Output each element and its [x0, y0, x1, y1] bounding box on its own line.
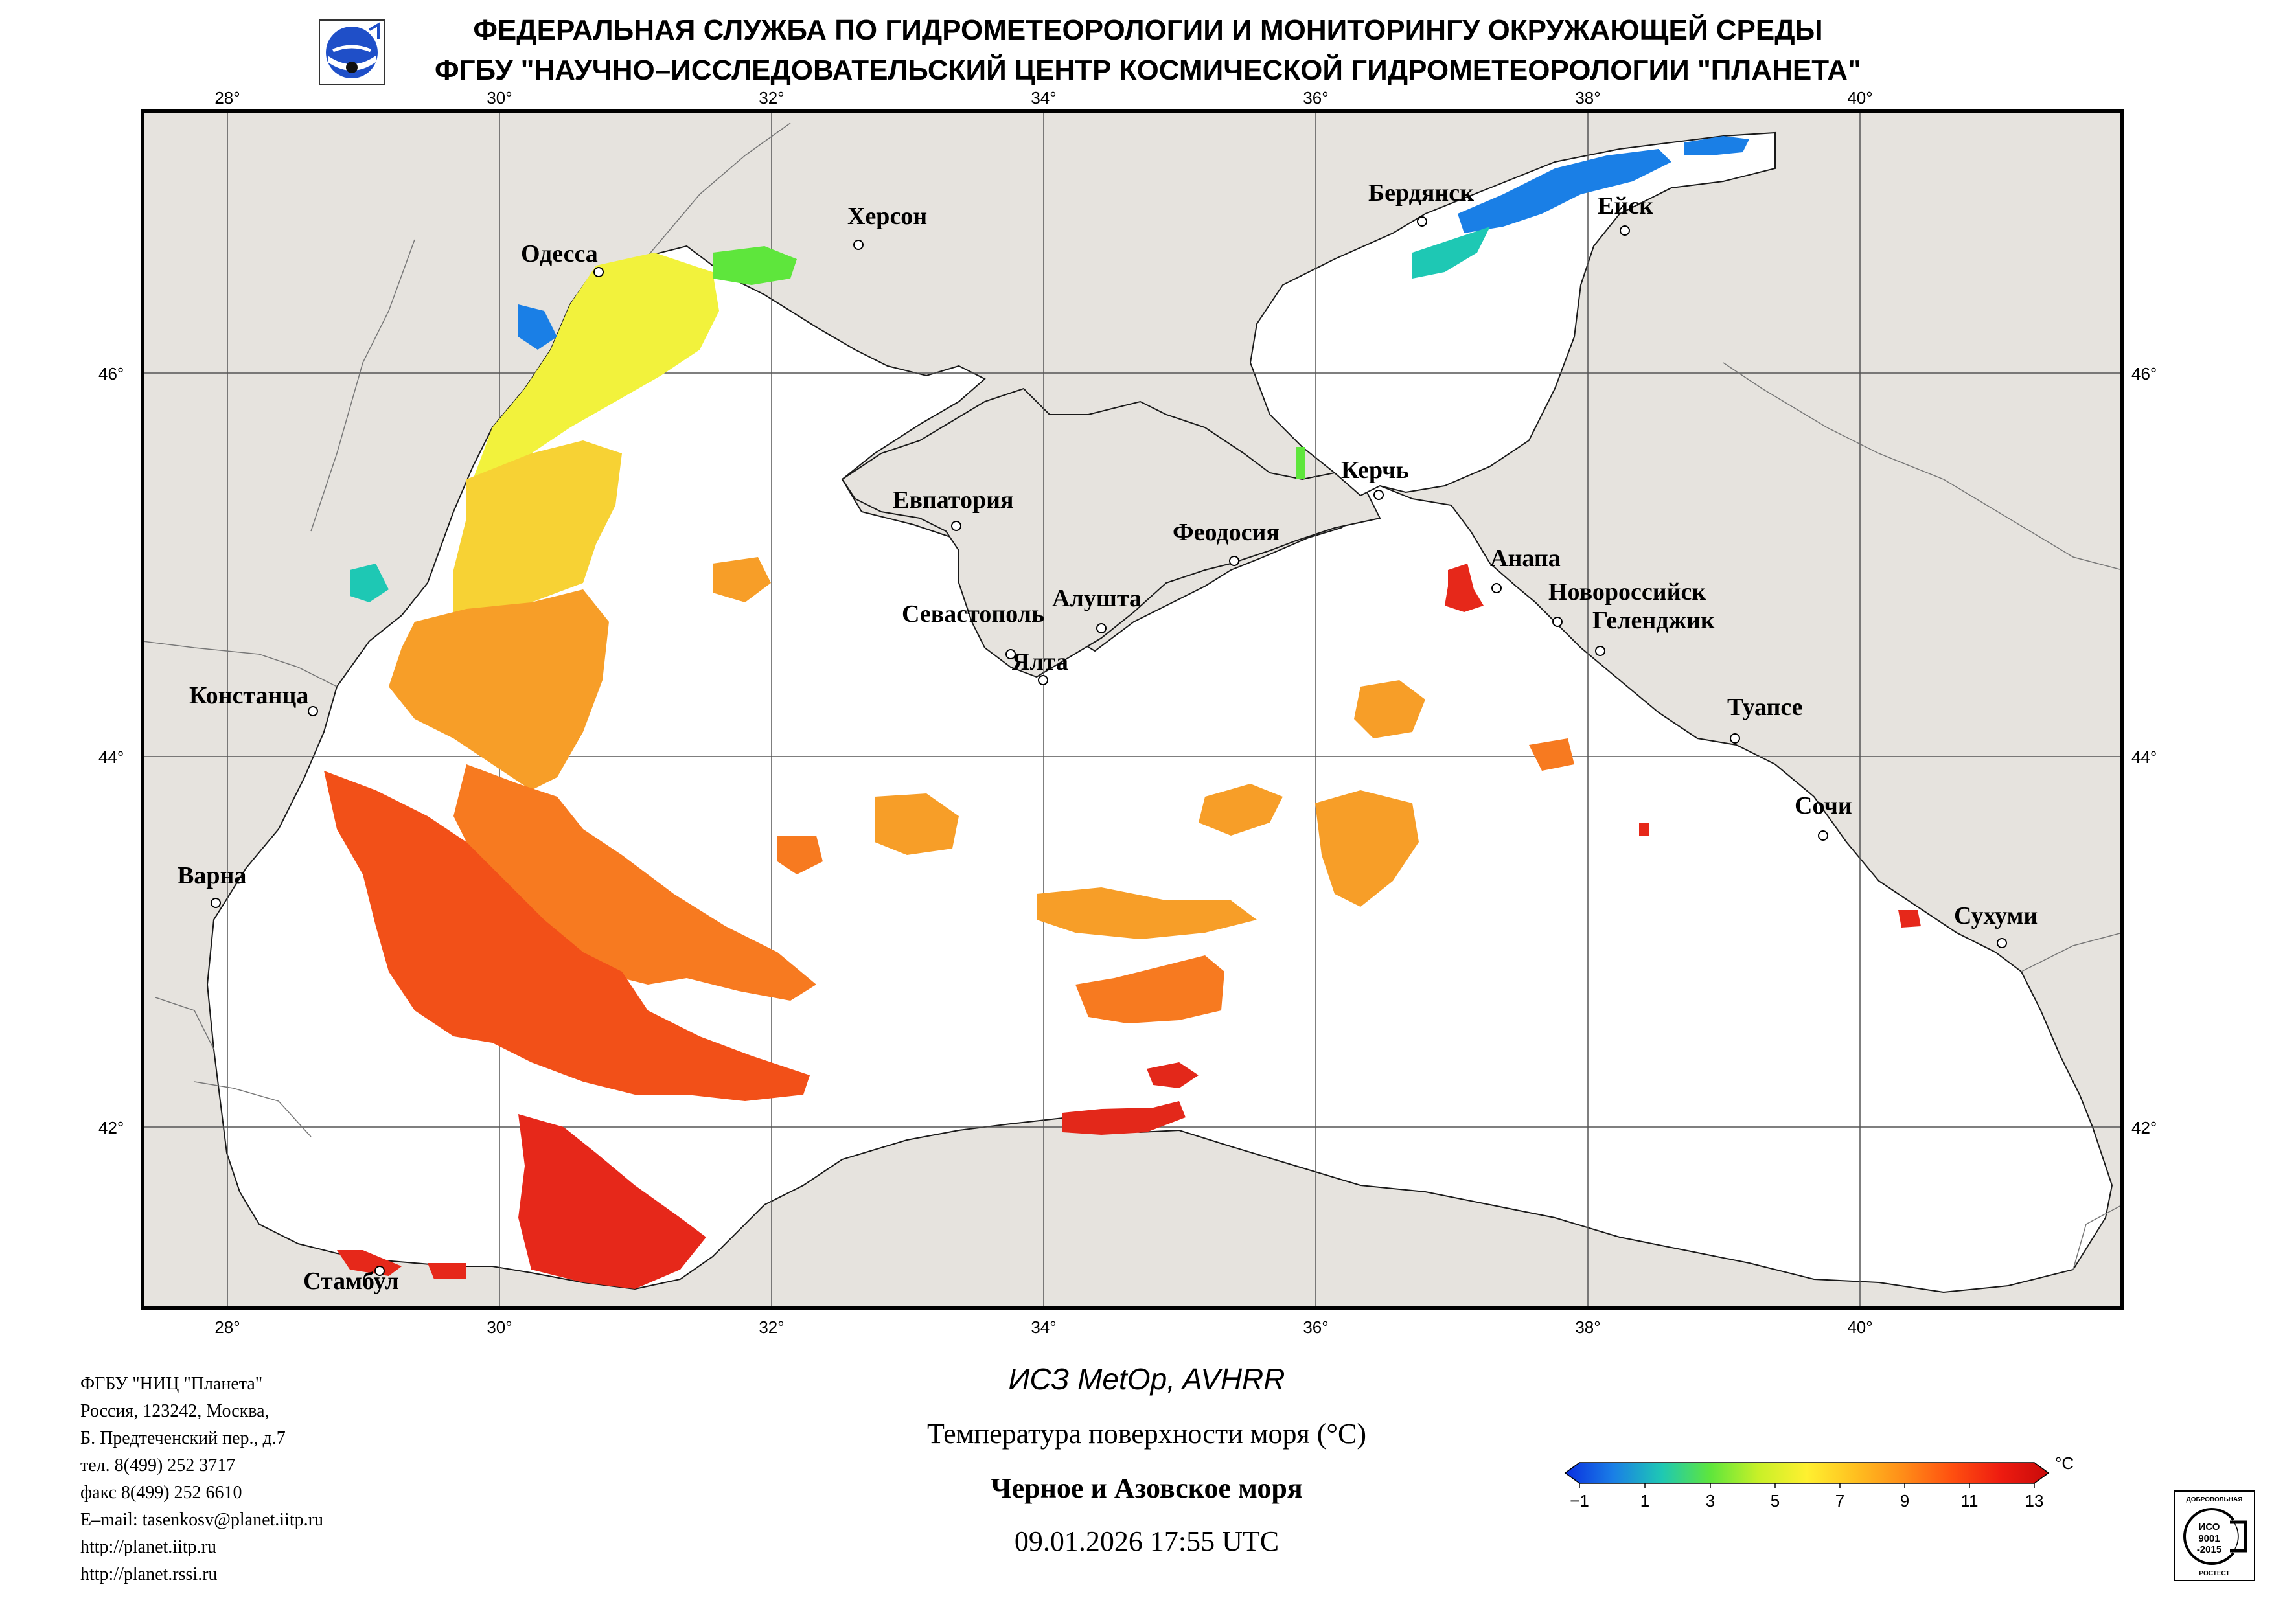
city-label-novorossiysk: Новороссийск — [1548, 578, 1706, 606]
iso-certification-icon: ДОБРОВОЛЬНАЯ ИСО 9001 -2015 РОСТЕСТ — [2174, 1490, 2255, 1581]
header-line-2: ФГБУ "НАУЧНО–ИССЛЕДОВАТЕЛЬСКИЙ ЦЕНТР КОС… — [435, 54, 1861, 86]
org-street: Б. Предтеченский пер., д.7 — [80, 1428, 286, 1448]
lon-label-bottom-30: 30° — [487, 1317, 512, 1337]
colorbar-tick-label: 5 — [1771, 1491, 1780, 1508]
city-label-istanbul: Стамбул — [303, 1268, 399, 1295]
lon-label-top-32: 32° — [759, 88, 784, 108]
header-line-1: ФЕДЕРАЛЬНАЯ СЛУЖБА ПО ГИДРОМЕТЕОРОЛОГИИ … — [473, 14, 1823, 46]
city-label-kerch: Керчь — [1341, 457, 1409, 484]
region-title: Черное и Азовское моря — [991, 1472, 1303, 1504]
city-label-constanta: Констанца — [189, 682, 308, 709]
iso-year: -2015 — [2197, 1544, 2221, 1555]
lon-label-bottom-40: 40° — [1847, 1317, 1872, 1337]
lat-label-left-46: 46° — [98, 364, 124, 383]
org-fax: факс 8(499) 252 6610 — [80, 1483, 242, 1503]
lon-label-bottom-34: 34° — [1031, 1317, 1056, 1337]
city-label-sevastopol: Севастополь — [902, 600, 1044, 628]
colorbar-tick-label: 7 — [1835, 1491, 1844, 1508]
org-website-1: http://planet.iitp.ru — [80, 1537, 216, 1557]
colorbar-tick-label: 13 — [2025, 1491, 2044, 1508]
org-website-2: http://planet.rssi.ru — [80, 1564, 218, 1584]
colorbar-unit: °C — [2055, 1453, 2074, 1473]
lon-label-bottom-32: 32° — [759, 1317, 784, 1337]
colorbar-tick-label: 1 — [1640, 1491, 1649, 1508]
graticule — [143, 111, 2122, 1308]
colorbar-tick-label: 9 — [1900, 1491, 1909, 1508]
city-markers — [211, 216, 2007, 1276]
city-label-feodosia: Феодосия — [1173, 519, 1280, 546]
iso-bottom-text: РОСТЕСТ — [2199, 1570, 2229, 1577]
map-frame — [141, 109, 2124, 1310]
colorbar-gradient — [1564, 1462, 2050, 1484]
lat-label-right-42: 42° — [2131, 1118, 2157, 1137]
lat-label-right-46: 46° — [2131, 364, 2157, 383]
sea-of-azov — [1249, 131, 1776, 497]
iso-top-text: ДОБРОВОЛЬНАЯ — [2187, 1496, 2243, 1503]
org-name: ФГБУ "НИЦ "Планета" — [80, 1374, 263, 1394]
city-label-anapa: Анапа — [1490, 545, 1561, 572]
city-label-odessa: Одесса — [521, 240, 598, 268]
crimea-peninsula — [841, 387, 1381, 678]
city-label-berdyansk: Бердянск — [1368, 179, 1474, 207]
observation-datetime: 09.01.2026 17:55 UTC — [1014, 1525, 1280, 1557]
lat-label-right-44: 44° — [2131, 747, 2157, 767]
lon-label-bottom-28: 28° — [214, 1317, 240, 1337]
lon-label-top-38: 38° — [1575, 88, 1600, 108]
country-borders — [143, 122, 2122, 1270]
city-label-gelendzhik: Геленджик — [1592, 607, 1715, 634]
colorbar-ticks — [1579, 1483, 2035, 1488]
city-label-alushta: Алушта — [1052, 585, 1142, 612]
planeta-logo-icon — [319, 19, 385, 85]
organization-contacts: ФГБУ "НИЦ "Планета" Россия, 123242, Моск… — [80, 1371, 323, 1588]
lat-label-left-44: 44° — [98, 747, 124, 767]
temperature-colorbar: −1 1 3 5 7 9 11 13 °C — [1564, 1453, 2074, 1508]
colorbar-tick-label: −1 — [1570, 1491, 1589, 1508]
sst-data-layer — [324, 136, 1921, 1289]
city-label-yeysk: Ейск — [1598, 192, 1653, 220]
org-email: E–mail: tasenkosv@planet.iitp.ru — [80, 1510, 323, 1530]
lon-label-bottom-38: 38° — [1575, 1317, 1600, 1337]
city-label-yevpatoria: Евпатория — [893, 486, 1014, 514]
lon-label-top-30: 30° — [487, 88, 512, 108]
lon-label-top-34: 34° — [1031, 88, 1056, 108]
lat-label-left-42: 42° — [98, 1118, 124, 1137]
colorbar-tick-label: 11 — [1961, 1491, 1979, 1508]
city-label-sukhumi: Сухуми — [1954, 902, 2038, 929]
lon-label-top-40: 40° — [1847, 88, 1872, 108]
lon-label-top-28: 28° — [214, 88, 240, 108]
parameter-title: Температура поверхности моря (°С) — [926, 1418, 1367, 1450]
colorbar-tick-label: 3 — [1706, 1491, 1715, 1508]
lon-label-top-36: 36° — [1303, 88, 1328, 108]
satellite-instrument: ИСЗ MetOp, AVHRR — [1008, 1362, 1285, 1396]
city-label-varna: Варна — [178, 862, 246, 889]
iso-label: ИСО — [2199, 1522, 2220, 1533]
org-country-city: Россия, 123242, Москва, — [80, 1401, 270, 1421]
city-label-kherson: Херсон — [847, 203, 927, 230]
city-label-sochi: Сочи — [1795, 792, 1852, 819]
city-label-yalta: Ялта — [1012, 648, 1068, 676]
iso-number: 9001 — [2198, 1533, 2220, 1544]
city-label-tuapse: Туапсе — [1727, 694, 1803, 721]
org-phone: тел. 8(499) 252 3717 — [80, 1455, 236, 1476]
lon-label-bottom-36: 36° — [1303, 1317, 1328, 1337]
